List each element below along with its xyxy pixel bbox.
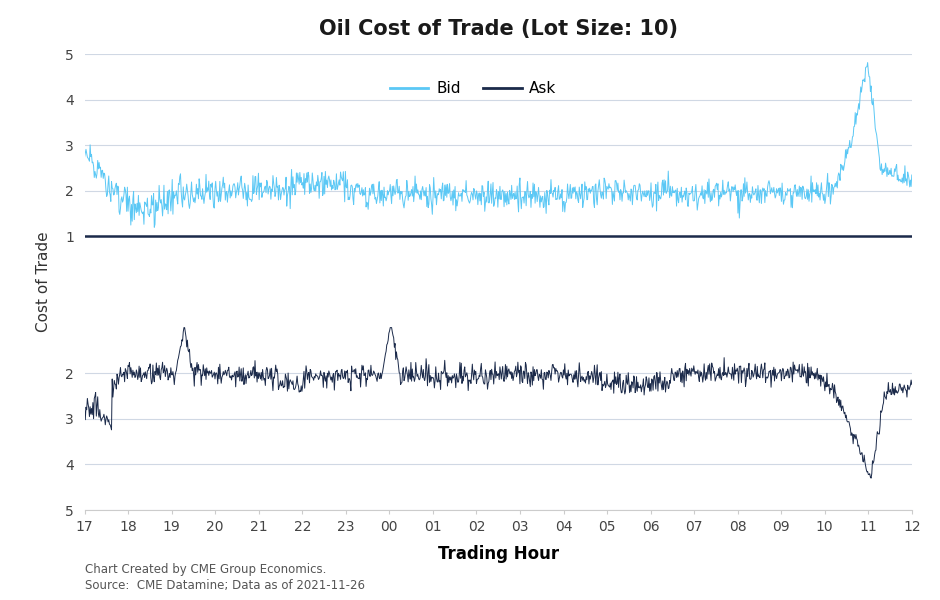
Y-axis label: Cost of Trade: Cost of Trade bbox=[37, 232, 52, 332]
Text: Source:  CME Datamine; Data as of 2021-11-26: Source: CME Datamine; Data as of 2021-11… bbox=[85, 579, 365, 592]
X-axis label: Trading Hour: Trading Hour bbox=[438, 545, 558, 563]
Text: Chart Created by CME Group Economics.: Chart Created by CME Group Economics. bbox=[85, 563, 326, 576]
Legend: Bid, Ask: Bid, Ask bbox=[384, 76, 563, 103]
Title: Oil Cost of Trade (Lot Size: 10): Oil Cost of Trade (Lot Size: 10) bbox=[319, 19, 678, 38]
